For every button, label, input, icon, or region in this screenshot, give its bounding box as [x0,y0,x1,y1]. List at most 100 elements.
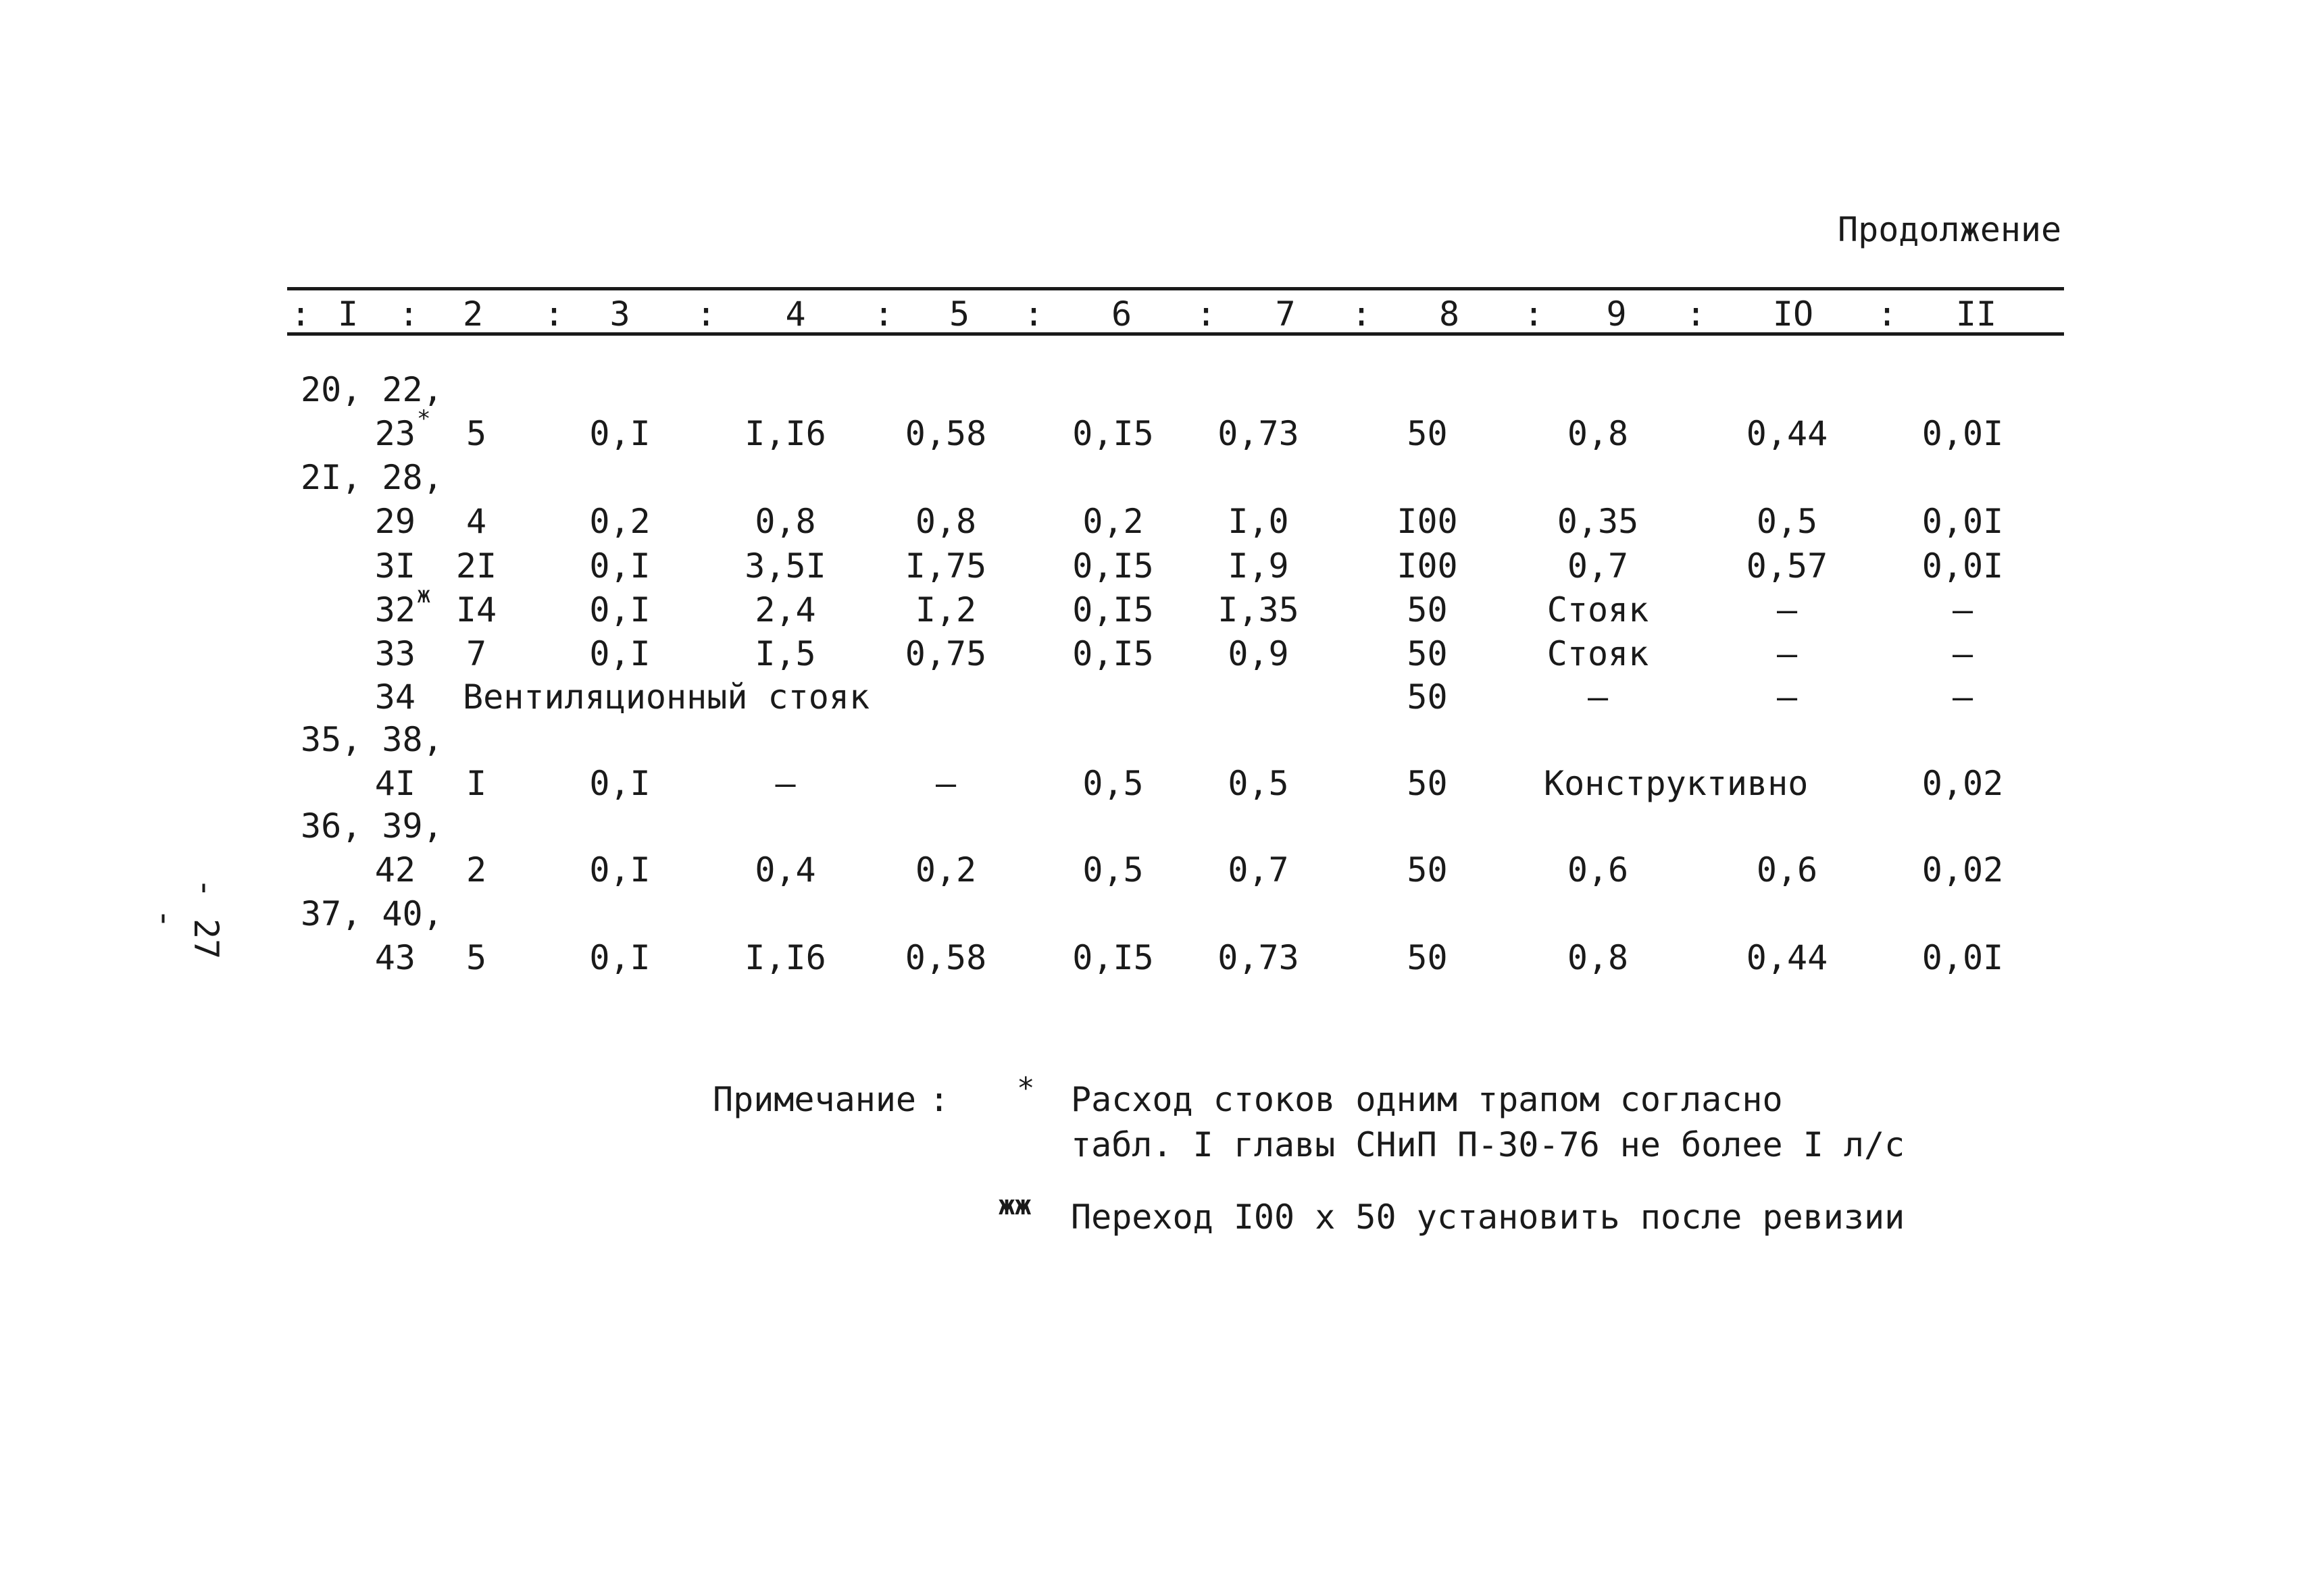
cell-c2: 5 [466,938,487,977]
row-label-line-2: 33 [374,634,416,673]
cell-c8: 50 [1407,414,1448,453]
cell-c2: 7 [466,634,487,673]
cell-c8: 50 [1407,677,1448,717]
header-col-3: 3 [609,294,630,334]
cell-c3: 0,I [589,764,651,803]
header-separator: : [544,294,565,334]
cell-c10: – [1776,590,1798,629]
header-separator: : [874,294,895,334]
header-separator: : [1877,294,1898,334]
cell-c9: 0,35 [1557,502,1639,541]
cell-c10: 0,57 [1746,546,1828,586]
header-separator: : [399,294,420,334]
cell-c8: 50 [1407,938,1448,977]
cell-c7: 0,9 [1228,634,1289,673]
row-label-line-1: 20, 22, [301,370,443,409]
header-col-7: 7 [1275,294,1296,334]
row-label-line-1: 37, 40, [301,894,443,933]
cell-c8: 50 [1407,764,1448,803]
row-label-line-1: 36, 39, [301,806,443,846]
cell-c8: 50 [1407,590,1448,629]
cell-span-description: Конструктивно [1544,764,1809,803]
header-col-2: 2 [462,294,484,334]
header-col-11: II [1955,294,1997,334]
cell-c2: 5 [466,414,487,453]
cell-c7: 0,5 [1228,764,1289,803]
cell-c9: Стояк [1546,590,1649,629]
cell-c2: 4 [466,502,487,541]
header-bottom-rule [287,332,2064,336]
header-top-rule [287,287,2064,290]
cell-span-description: Вентиляционный стояк [463,677,870,717]
cell-c11: 0,0I [1921,414,2004,453]
note-1-line-1: Расход стоков одним трапом согласно [1071,1080,1783,1119]
cell-c7: 0,73 [1217,414,1299,453]
header-col-5: 5 [949,294,970,334]
cell-c5: 0,58 [905,414,987,453]
note-1-mark: * [1017,1071,1035,1106]
cell-c5: I,2 [915,590,977,629]
row-label-line-1: 35, 38, [301,720,443,759]
cell-c6: 0,5 [1082,850,1144,890]
cell-c10: 0,44 [1746,938,1828,977]
row-label-line-2: 34 [374,677,416,717]
note-2-mark: жж [999,1190,1032,1221]
cell-c6: 0,I5 [1072,546,1154,586]
cell-c3: 0,I [589,938,651,977]
cell-c5: – [935,764,957,803]
cell-c3: 0,I [589,590,651,629]
cell-c6: 0,2 [1082,502,1144,541]
cell-c10: 0,6 [1756,850,1818,890]
row-label-line-2: 3I [374,546,416,586]
header-col-8: 8 [1438,294,1460,334]
cell-c11: – [1952,634,1973,673]
header-col-10: IO [1772,294,1814,334]
cell-c11: 0,0I [1921,502,2004,541]
cell-c3: 0,I [589,414,651,453]
cell-c9: 0,7 [1567,546,1629,586]
cell-c4: 0,8 [755,502,816,541]
header-col-9: 9 [1606,294,1627,334]
header-separator: : [1024,294,1045,334]
cell-c2: 2 [466,850,487,890]
cell-c3: 0,I [589,634,651,673]
cell-c8: 50 [1407,634,1448,673]
header-separator: : [1686,294,1707,334]
note-1-line-2: табл. I главы СНиП П-30-76 не более I л/… [1071,1125,1905,1164]
cell-c4: I,I6 [745,938,826,977]
cell-c8: I00 [1397,546,1458,586]
cell-c5: 0,8 [915,502,977,541]
header-separator: : [291,294,311,334]
header-separator: : [1524,294,1544,334]
header-col-4: 4 [785,294,806,334]
cell-c3: 0,I [589,850,651,890]
header-col-1: I [337,294,359,334]
cell-c10: – [1776,634,1798,673]
row-label-line-2: 4I [374,764,416,803]
cell-c4: 0,4 [755,850,816,890]
cell-c9: 0,6 [1567,850,1629,890]
row-label-line-2: 32 [374,590,416,629]
row-footnote-mark: * [417,405,431,432]
cell-c11: – [1952,677,1973,717]
row-label-line-2: 23 [374,414,416,453]
note-2-line-1: Переход I00 x 50 установить после ревизи… [1071,1198,1905,1237]
cell-c11: 0,02 [1921,850,2004,890]
cell-c5: I,75 [905,546,987,586]
cell-c5: 0,2 [915,850,977,890]
note-colon: : [929,1080,950,1119]
continuation-label: Продолжение [1838,210,2062,249]
cell-c3: 0,2 [589,502,651,541]
page-number: - 27 - [146,877,226,960]
cell-c11: 0,02 [1921,764,2004,803]
cell-c4: I,5 [755,634,816,673]
cell-c4: – [775,764,796,803]
cell-c9: 0,8 [1567,414,1629,453]
cell-c4: 2,4 [755,590,816,629]
header-separator: : [696,294,717,334]
cell-c10: – [1776,677,1798,717]
cell-c11: 0,0I [1921,546,2004,586]
cell-c2: I [466,764,487,803]
row-label-line-2: 43 [374,938,416,977]
row-label-line-2: 42 [374,850,416,890]
